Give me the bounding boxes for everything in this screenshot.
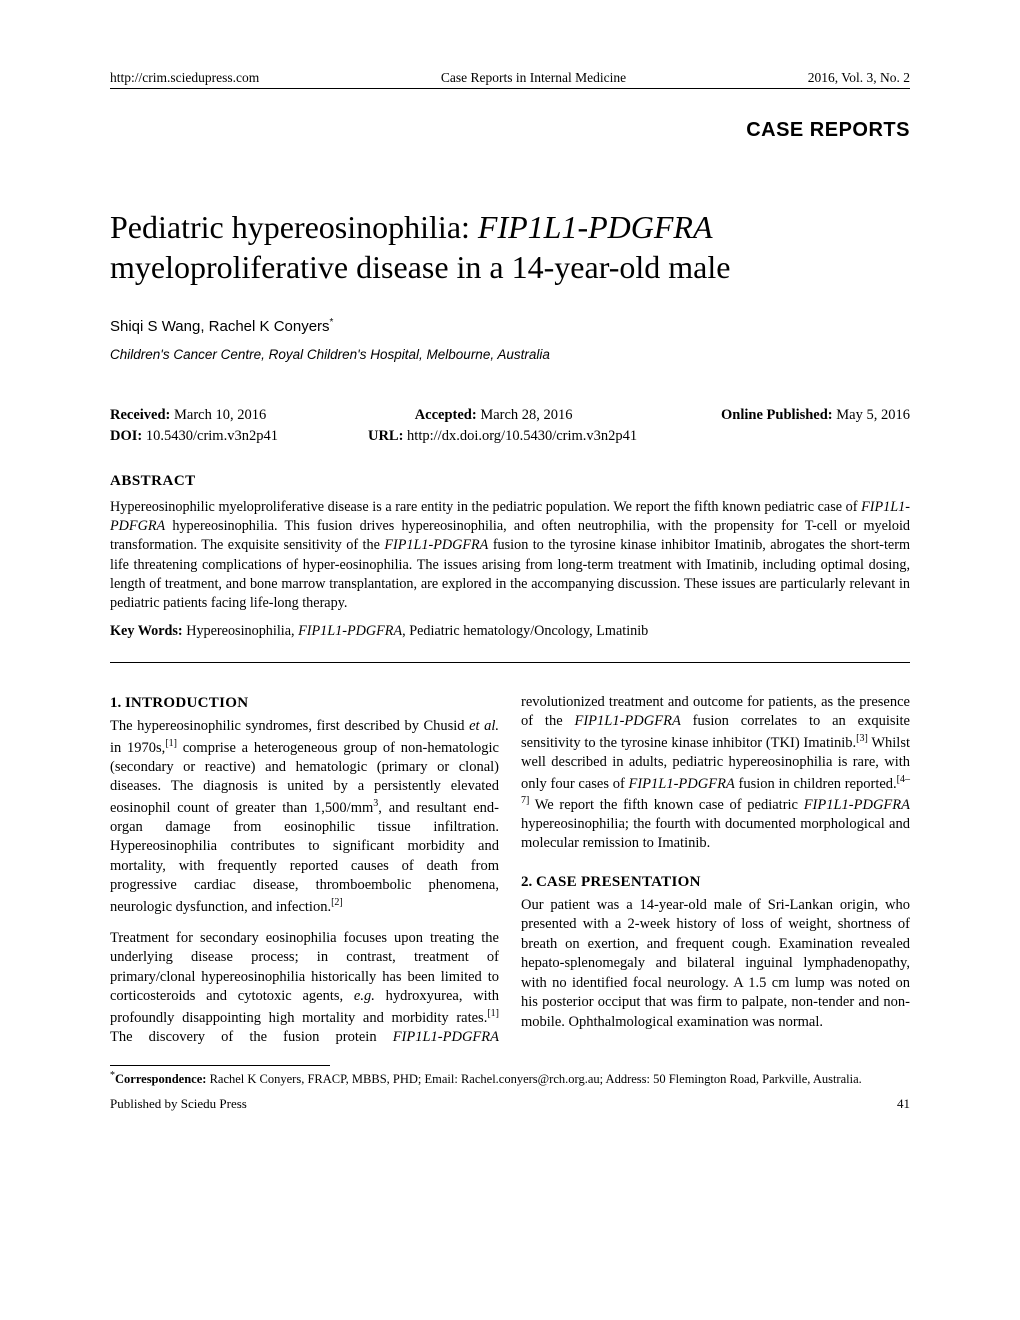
received-block: Received: March 10, 2016: [110, 407, 266, 424]
abstract-heading: ABSTRACT: [110, 473, 910, 490]
horizontal-rule: [110, 662, 910, 663]
dates-row: Received: March 10, 2016 Accepted: March…: [110, 407, 910, 424]
footer-page-number: 41: [897, 1096, 910, 1112]
title-prefix: Pediatric hypereosinophilia:: [110, 209, 478, 245]
title-suffix: myeloproliferative disease in a 14-year-…: [110, 249, 730, 285]
url-value: http://dx.doi.org/10.5430/crim.v3n2p41: [403, 428, 637, 444]
footnote-value: Rachel K Conyers, FRACP, MBBS, PHD; Emai…: [206, 1072, 861, 1086]
received-label: Received:: [110, 407, 170, 423]
author-names: Shiqi S Wang, Rachel K Conyers: [110, 318, 330, 335]
accepted-value: March 28, 2016: [477, 407, 573, 423]
keywords-label: Key Words:: [110, 623, 183, 639]
page-root: http://crim.sciedupress.com Case Reports…: [0, 0, 1020, 1162]
header-center: Case Reports in Internal Medicine: [441, 70, 626, 86]
accepted-label: Accepted:: [415, 407, 477, 423]
keywords-line: Key Words: Hypereosinophilia, FIP1L1-PDG…: [110, 623, 910, 640]
footnote-label: Correspondence:: [115, 1072, 206, 1086]
title-gene-italic: FIP1L1-PDGFRA: [478, 209, 713, 245]
footnote-rule: [110, 1065, 330, 1066]
doi-label: DOI:: [110, 428, 142, 444]
doi-row: DOI: 10.5430/crim.v3n2p41 URL: http://dx…: [110, 428, 910, 445]
intro-para-1: The hypereosinophilic syndromes, first d…: [110, 717, 499, 917]
case-para-1: Our patient was a 14-year-old male of Sr…: [521, 896, 910, 1032]
url-label: URL:: [368, 428, 403, 444]
header-right: 2016, Vol. 3, No. 2: [808, 70, 910, 86]
author-asterisk: *: [330, 317, 334, 328]
section-1-heading: 1. INTRODUCTION: [110, 693, 499, 713]
received-value: March 10, 2016: [170, 407, 266, 423]
url-block: URL: http://dx.doi.org/10.5430/crim.v3n2…: [368, 428, 637, 445]
doi-value: 10.5430/crim.v3n2p41: [142, 428, 278, 444]
section-2-heading: 2. CASE PRESENTATION: [521, 872, 910, 892]
online-label: Online Published:: [721, 407, 833, 423]
article-title: Pediatric hypereosinophilia: FIP1L1-PDGF…: [110, 207, 910, 287]
accepted-block: Accepted: March 28, 2016: [415, 407, 573, 424]
running-header: http://crim.sciedupress.com Case Reports…: [110, 70, 910, 89]
two-column-body: 1. INTRODUCTION The hypereosinophilic sy…: [110, 693, 910, 1047]
online-value: May 5, 2016: [833, 407, 910, 423]
online-block: Online Published: May 5, 2016: [721, 407, 910, 424]
abstract-body: Hypereosinophilic myeloproliferative dis…: [110, 498, 910, 613]
section-type-label: CASE REPORTS: [110, 119, 910, 142]
authors-line: Shiqi S Wang, Rachel K Conyers*: [110, 317, 910, 335]
correspondence-footnote: *Correspondence: Rachel K Conyers, FRACP…: [110, 1069, 910, 1087]
footer-publisher: Published by Sciedu Press: [110, 1096, 247, 1112]
header-left: http://crim.sciedupress.com: [110, 70, 259, 86]
doi-block: DOI: 10.5430/crim.v3n2p41: [110, 428, 278, 445]
affiliation-line: Children's Cancer Centre, Royal Children…: [110, 347, 910, 362]
page-footer: Published by Sciedu Press 41: [110, 1096, 910, 1112]
